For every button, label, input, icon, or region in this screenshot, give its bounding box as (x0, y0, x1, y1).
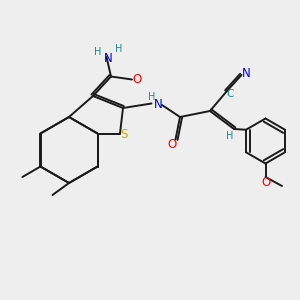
Text: O: O (261, 176, 270, 189)
Text: H: H (226, 130, 233, 141)
Text: H: H (116, 44, 123, 55)
Text: H: H (94, 46, 102, 57)
Text: N: N (154, 98, 163, 112)
Text: O: O (167, 137, 176, 151)
Text: C: C (226, 89, 234, 100)
Text: H: H (148, 92, 155, 102)
Text: N: N (242, 67, 250, 80)
Text: S: S (120, 128, 127, 142)
Text: O: O (133, 73, 142, 86)
Text: N: N (103, 52, 112, 65)
